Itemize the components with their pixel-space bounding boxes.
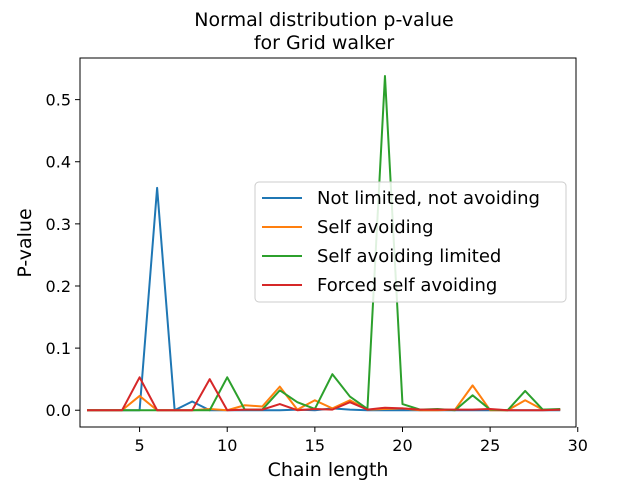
x-tick-label: 15 — [305, 436, 325, 455]
y-tick-label: 0.3 — [46, 215, 71, 234]
x-axis-label: Chain length — [268, 459, 389, 480]
x-axis-ticks: 5 10 15 20 25 30 — [134, 427, 588, 455]
chart-subtitle: for Grid walker — [254, 32, 395, 54]
x-tick-label: 30 — [568, 436, 588, 455]
y-tick-label: 0.1 — [46, 339, 71, 358]
legend-label-3: Forced self avoiding — [317, 275, 497, 296]
legend: Not limited, not avoiding Self avoiding Se… — [254, 181, 567, 303]
legend-label-0: Not limited, not avoiding — [317, 188, 540, 209]
x-tick-label: 20 — [392, 436, 412, 455]
y-axis-ticks: 0.0 0.1 0.2 0.3 0.4 0.5 — [46, 91, 80, 420]
y-tick-label: 0.0 — [46, 401, 71, 420]
x-tick-label: 25 — [480, 436, 500, 455]
y-axis-label: P-value — [14, 208, 36, 277]
y-tick-label: 0.4 — [46, 153, 71, 172]
y-tick-label: 0.5 — [46, 91, 71, 110]
x-tick-label: 10 — [217, 436, 237, 455]
series-line-3 — [87, 376, 561, 412]
legend-box — [254, 181, 567, 303]
series-lines — [87, 75, 561, 412]
legend-label-2: Self avoiding limited — [317, 246, 501, 267]
plot-frame — [79, 57, 577, 428]
chart-title: Normal distribution p-value — [194, 9, 453, 31]
y-tick-label: 0.2 — [46, 277, 71, 296]
x-tick-label: 5 — [134, 436, 144, 455]
legend-label-1: Self avoiding — [317, 217, 434, 238]
